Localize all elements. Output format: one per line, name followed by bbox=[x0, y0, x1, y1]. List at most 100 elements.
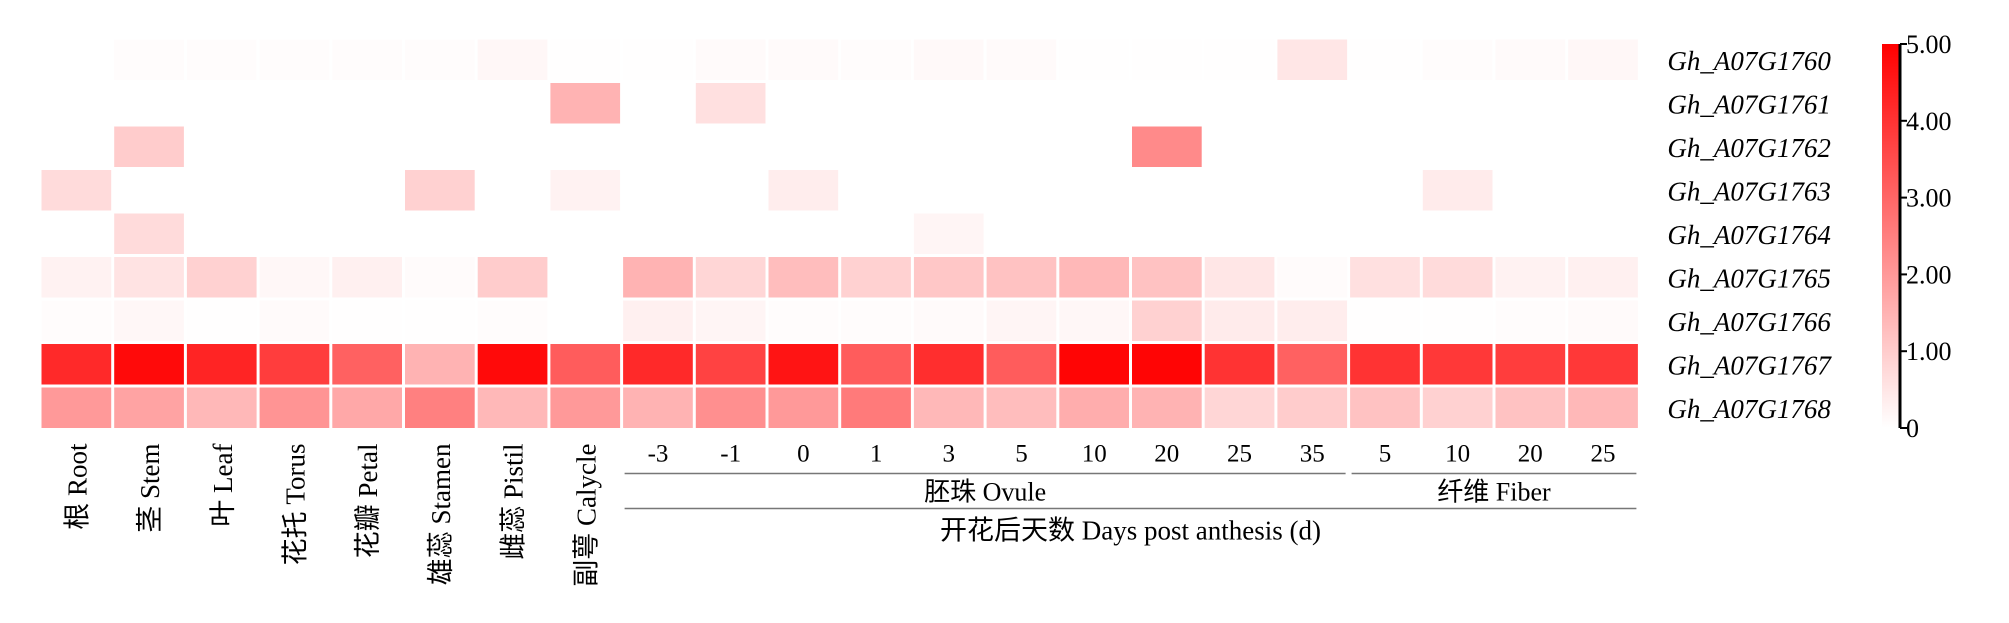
heatmap-cell bbox=[695, 126, 766, 167]
heatmap-cell bbox=[768, 300, 839, 341]
heatmap-cell bbox=[477, 300, 548, 341]
heatmap-cell bbox=[986, 39, 1057, 80]
heatmap-cell bbox=[986, 213, 1057, 254]
column-label: -1 bbox=[720, 441, 741, 468]
heatmap-cell bbox=[1277, 387, 1348, 428]
heatmap-cell bbox=[405, 39, 475, 80]
heatmap-cell bbox=[1422, 257, 1493, 298]
heatmap-cell bbox=[623, 213, 693, 254]
heatmap-cell bbox=[114, 344, 184, 385]
heatmap-cell bbox=[1495, 344, 1566, 385]
heatmap-cell bbox=[768, 387, 839, 428]
heatmap-cell bbox=[186, 213, 257, 254]
heatmap-cell bbox=[405, 387, 475, 428]
heatmap-cell bbox=[1132, 126, 1202, 167]
heatmap-cell bbox=[841, 300, 911, 341]
heatmap-cell bbox=[986, 300, 1057, 341]
heatmap-cell bbox=[41, 170, 112, 211]
heatmap-cell bbox=[913, 344, 984, 385]
heatmap-cell bbox=[550, 83, 621, 124]
colorbar: 0 1.00 2.00 3.00 4.00 5.00 bbox=[1882, 30, 1952, 443]
heatmap-cell bbox=[1568, 300, 1638, 341]
heatmap-cell bbox=[259, 83, 330, 124]
heatmap-cell bbox=[1204, 344, 1275, 385]
column-label: 20 bbox=[1518, 441, 1543, 468]
heatmap-cell bbox=[913, 213, 984, 254]
heatmap-cell bbox=[695, 300, 766, 341]
heatmap-cell bbox=[1568, 344, 1638, 385]
column-label: 副萼 Calycle bbox=[571, 443, 601, 586]
heatmap-cell bbox=[768, 213, 839, 254]
heatmap-cell bbox=[695, 213, 766, 254]
heatmap-cell bbox=[986, 344, 1057, 385]
heatmap-cell bbox=[550, 387, 621, 428]
heatmap-cell bbox=[1277, 170, 1348, 211]
colorbar-tick-label: 3.00 bbox=[1906, 184, 1952, 213]
row-labels: Gh_A07G1760 Gh_A07G1761 Gh_A07G1762 Gh_A07G… bbox=[1667, 46, 1832, 424]
heatmap-cell bbox=[259, 300, 330, 341]
heatmap-cell bbox=[623, 39, 693, 80]
column-label: 根 Root bbox=[62, 443, 92, 530]
heatmap-cell bbox=[1422, 213, 1493, 254]
heatmap-cell bbox=[695, 257, 766, 298]
heatmap-cell bbox=[986, 387, 1057, 428]
heatmap-cell bbox=[1204, 257, 1275, 298]
heatmap-cell bbox=[623, 257, 693, 298]
heatmap-cell bbox=[405, 170, 475, 211]
column-label: 25 bbox=[1591, 441, 1616, 468]
heatmap-cell bbox=[405, 213, 475, 254]
heatmap-cell bbox=[1132, 387, 1202, 428]
heatmap-cell bbox=[1277, 213, 1348, 254]
heatmap-cell bbox=[259, 170, 330, 211]
column-label: 3 bbox=[943, 441, 956, 468]
heatmap-cell bbox=[768, 83, 839, 124]
row-label: Gh_A07G1765 bbox=[1667, 263, 1831, 293]
heatmap-cell bbox=[405, 300, 475, 341]
heatmap-cell bbox=[1568, 387, 1638, 428]
heatmap-cell bbox=[186, 300, 257, 341]
heatmap-cell bbox=[1350, 170, 1420, 211]
heatmap-cell bbox=[186, 344, 257, 385]
heatmap-cell bbox=[550, 300, 621, 341]
heatmap-cell bbox=[1422, 39, 1493, 80]
heatmap-cell bbox=[405, 257, 475, 298]
heatmap-cell bbox=[1132, 39, 1202, 80]
heatmap-cell bbox=[1422, 170, 1493, 211]
heatmap-cell bbox=[114, 213, 184, 254]
heatmap-cell bbox=[1132, 300, 1202, 341]
heatmap-cell bbox=[1059, 126, 1129, 167]
heatmap-cell bbox=[841, 257, 911, 298]
heatmap-cell bbox=[186, 387, 257, 428]
heatmap-cell bbox=[477, 213, 548, 254]
heatmap-cell bbox=[913, 170, 984, 211]
heatmap-cell bbox=[1204, 170, 1275, 211]
heatmap-cell bbox=[186, 170, 257, 211]
heatmap-cell bbox=[1059, 213, 1129, 254]
colorbar-tick-label: 5.00 bbox=[1906, 30, 1952, 59]
heatmap-cell bbox=[1495, 257, 1566, 298]
heatmap-cell bbox=[41, 126, 112, 167]
column-label: 1 bbox=[870, 441, 883, 468]
heatmap-cell bbox=[259, 39, 330, 80]
heatmap-cell bbox=[477, 257, 548, 298]
heatmap-cell bbox=[1422, 83, 1493, 124]
heatmap-cell bbox=[550, 39, 621, 80]
heatmap-cell bbox=[1568, 257, 1638, 298]
heatmap-cell bbox=[41, 387, 112, 428]
heatmap-cell bbox=[332, 300, 402, 341]
heatmap-cell bbox=[550, 170, 621, 211]
heatmap-cell bbox=[1204, 83, 1275, 124]
heatmap-cell bbox=[332, 126, 402, 167]
heatmap-cells bbox=[41, 39, 1638, 428]
column-label: 0 bbox=[797, 441, 810, 468]
heatmap-cell bbox=[477, 387, 548, 428]
heatmap-cell bbox=[1495, 170, 1566, 211]
heatmap-cell bbox=[1350, 83, 1420, 124]
heatmap-cell bbox=[1350, 300, 1420, 341]
heatmap-cell bbox=[1495, 300, 1566, 341]
column-label: 35 bbox=[1300, 441, 1325, 468]
heatmap-cell bbox=[841, 387, 911, 428]
heatmap-cell bbox=[1277, 344, 1348, 385]
colorbar-tick-label: 4.00 bbox=[1906, 107, 1952, 136]
heatmap-cell bbox=[1132, 213, 1202, 254]
